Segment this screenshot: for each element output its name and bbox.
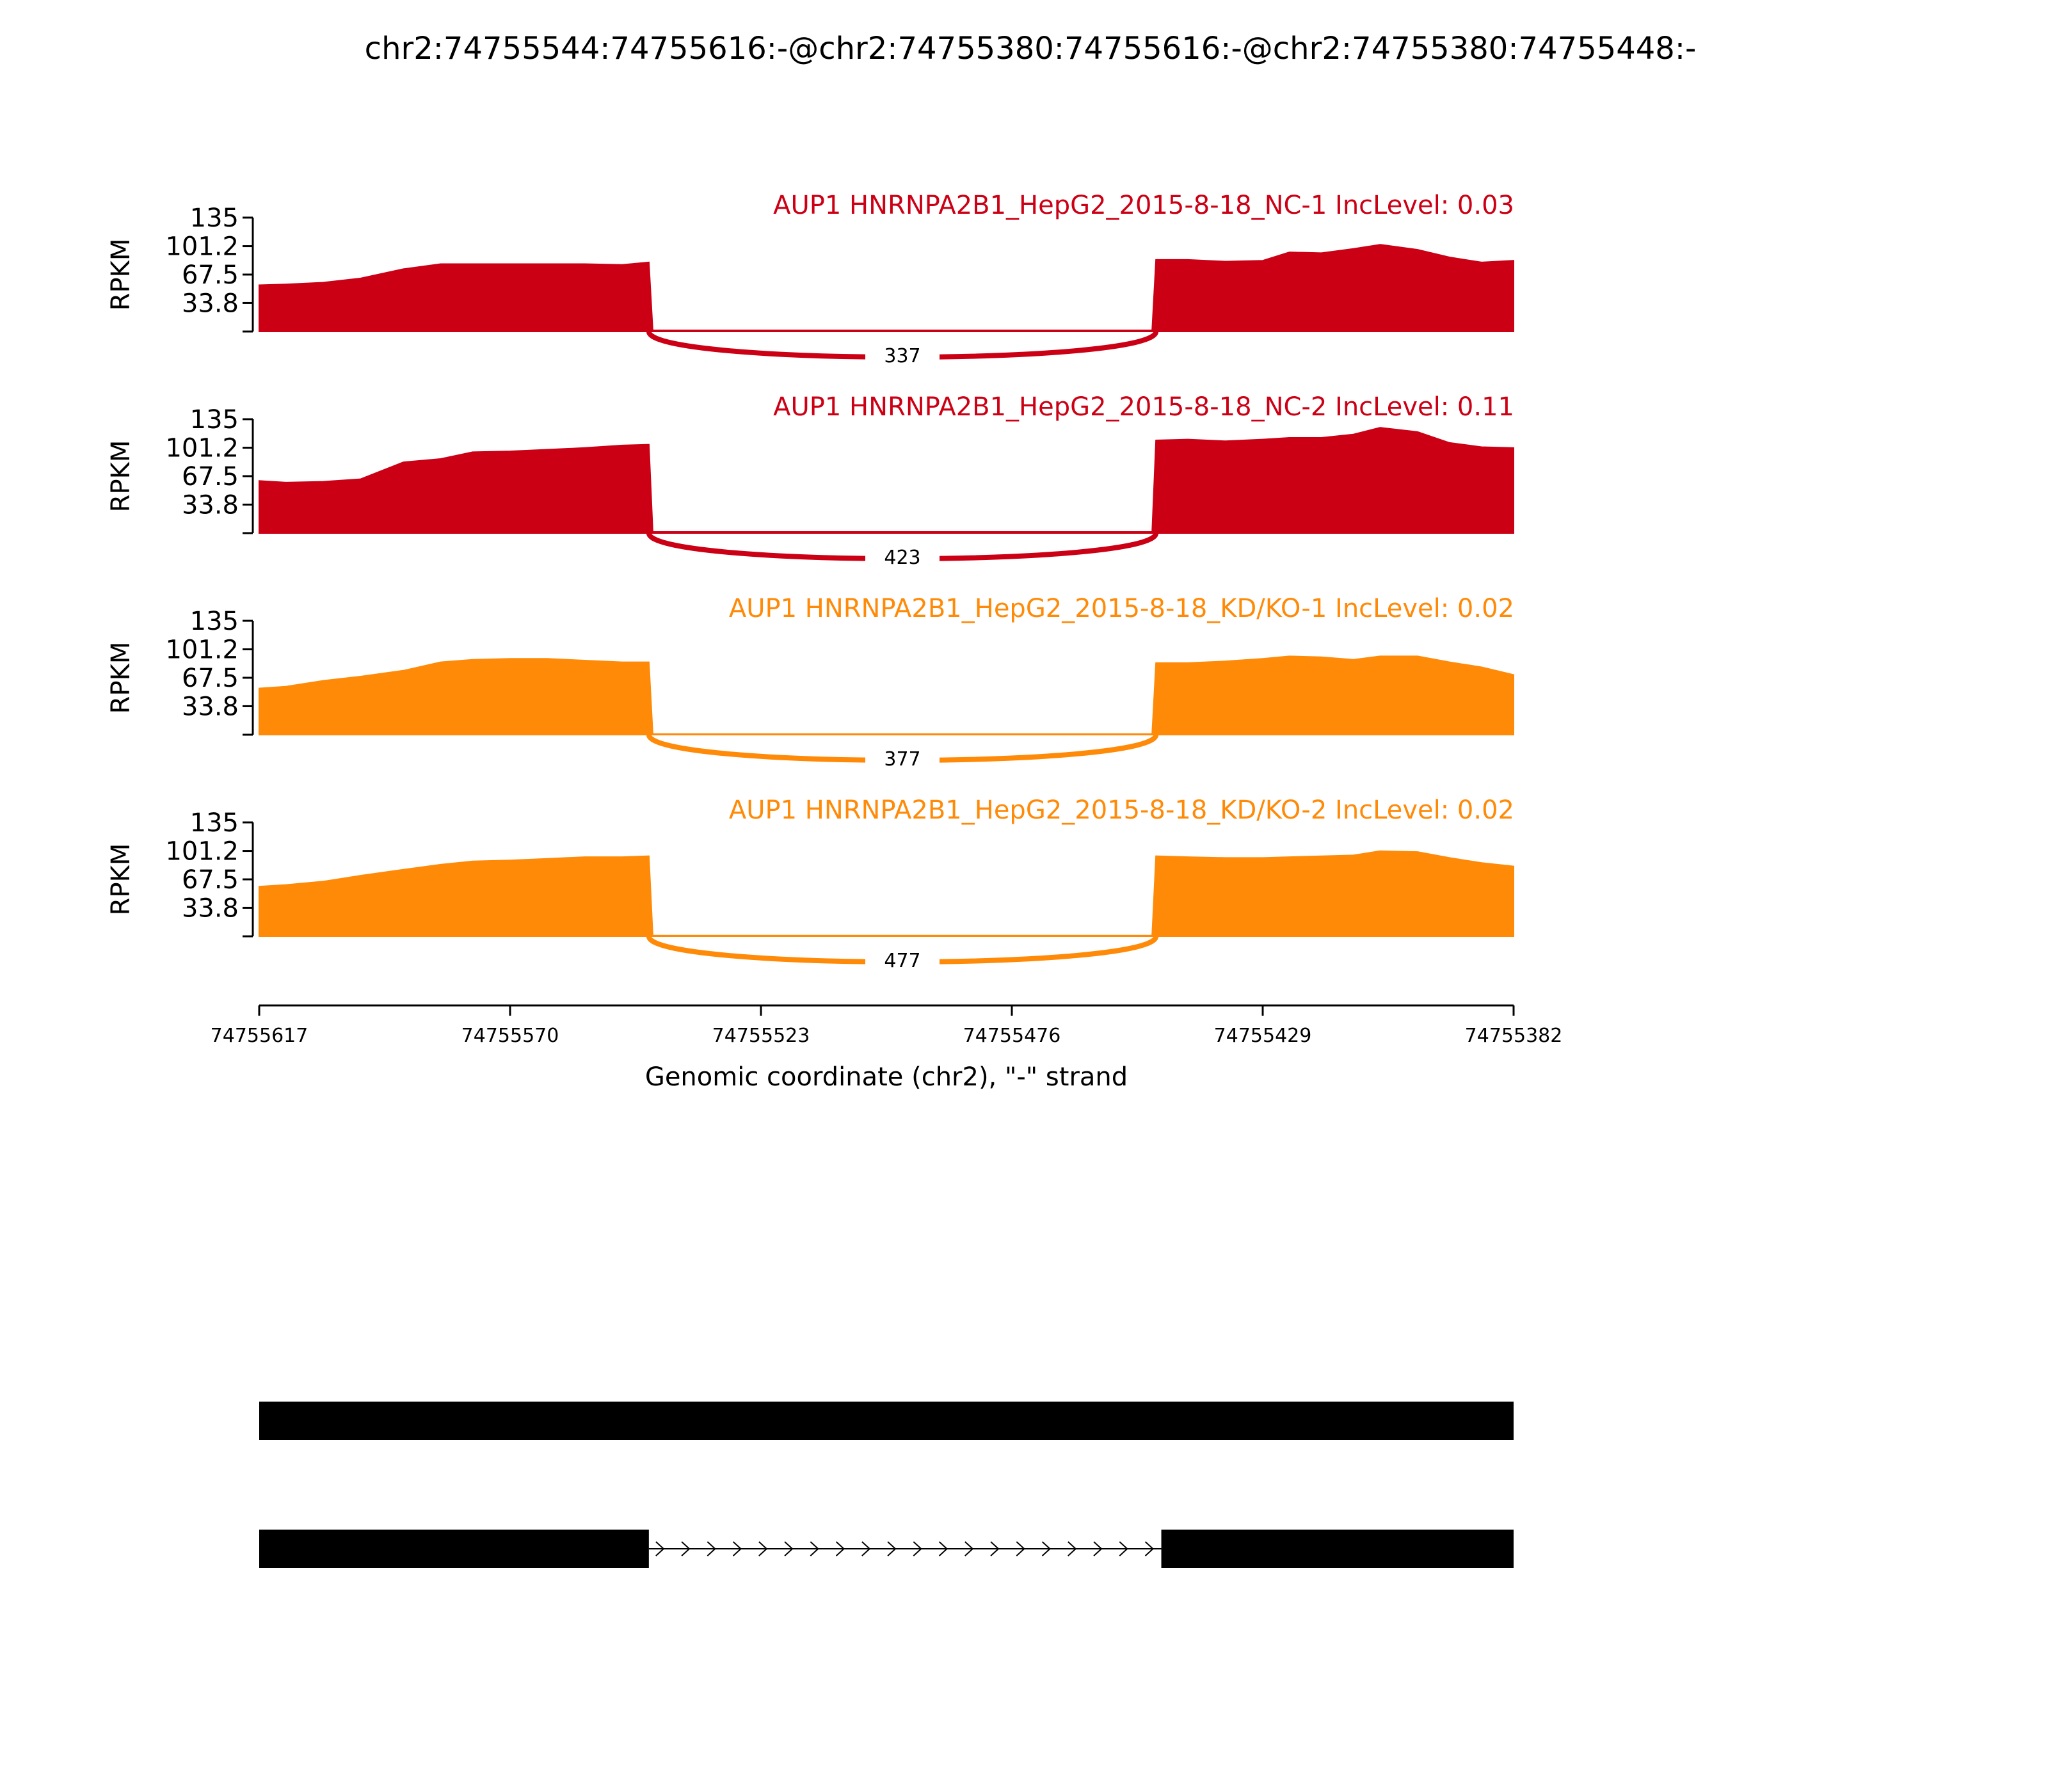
x-axis-label: Genomic coordinate (chr2), "-" strand <box>645 1062 1128 1092</box>
y-tick-label: 135 <box>190 607 239 636</box>
junction-count: 377 <box>884 748 920 771</box>
y-tick-label: 101.2 <box>165 636 239 665</box>
y-tick-label: 67.5 <box>182 462 239 492</box>
strand-arrow <box>861 1541 871 1556</box>
strand-arrow <box>1144 1541 1155 1556</box>
coverage-area <box>259 244 1514 332</box>
x-tick-label: 74755570 <box>461 1025 559 1047</box>
panel-title: AUP1 HNRNPA2B1_HepG2_2015-8-18_NC-1 IncL… <box>773 191 1514 220</box>
y-axis-label: RPKM <box>106 440 136 513</box>
junction-count: 423 <box>884 547 920 569</box>
y-tick-label: 67.5 <box>182 664 239 693</box>
junction-label-bg <box>865 340 940 369</box>
y-tick-label: 33.8 <box>182 289 239 318</box>
strand-arrow <box>1119 1541 1128 1556</box>
gene-model <box>259 1402 1514 1568</box>
y-tick-label: 33.8 <box>182 490 239 520</box>
y-tick-label: 135 <box>190 204 239 233</box>
exon-block <box>259 1530 649 1568</box>
strand-arrow <box>707 1541 716 1556</box>
junction-label-bg <box>865 744 940 772</box>
strand-arrow <box>732 1541 742 1556</box>
junction-label-bg <box>865 542 940 570</box>
exon-block <box>1161 1530 1514 1568</box>
y-tick-label: 33.8 <box>182 893 239 923</box>
y-tick-label: 135 <box>190 405 239 435</box>
y-tick-label: 101.2 <box>165 232 239 262</box>
figure-title: chr2:74755544:74755616:-@chr2:74755380:7… <box>365 31 1697 67</box>
y-tick-label: 135 <box>190 808 239 838</box>
x-tick-label: 74755523 <box>712 1025 810 1047</box>
y-tick-label: 33.8 <box>182 692 239 721</box>
strand-arrow <box>938 1541 948 1556</box>
strand-arrow <box>810 1541 819 1556</box>
strand-arrow <box>1093 1541 1103 1556</box>
x-tick-label: 74755476 <box>963 1025 1061 1047</box>
coverage-area <box>259 427 1514 534</box>
strand-arrow <box>681 1541 691 1556</box>
panel-title: AUP1 HNRNPA2B1_HepG2_2015-8-18_NC-2 IncL… <box>773 392 1514 422</box>
strand-arrow <box>1068 1541 1077 1556</box>
strand-arrow <box>835 1541 845 1556</box>
strand-arrow <box>1016 1541 1025 1556</box>
strand-arrow <box>1041 1541 1052 1556</box>
exon-block <box>259 1402 1514 1440</box>
isoform-inclusion <box>259 1402 1514 1440</box>
strand-arrow <box>784 1541 794 1556</box>
x-tick-label: 74755429 <box>1214 1025 1312 1047</box>
strand-arrow <box>758 1541 768 1556</box>
junction-count: 337 <box>884 345 920 367</box>
y-axis-label: RPKM <box>106 642 136 714</box>
coverage-area <box>259 850 1514 937</box>
x-tick-label: 74755382 <box>1465 1025 1563 1047</box>
y-tick-label: 67.5 <box>182 865 239 895</box>
strand-arrow <box>913 1541 922 1556</box>
y-axis-label: RPKM <box>106 844 136 916</box>
strand-arrow <box>655 1541 665 1556</box>
junction-count: 477 <box>884 950 920 972</box>
y-tick-label: 101.2 <box>165 434 239 463</box>
x-axis: 74755617 74755570 74755523 74755476 74755429… <box>211 1004 1563 1092</box>
strand-arrow <box>990 1541 1000 1556</box>
y-tick-label: 101.2 <box>165 837 239 867</box>
junction-label-bg <box>865 945 940 973</box>
isoform-exclusion <box>259 1530 1514 1568</box>
panel-title: AUP1 HNRNPA2B1_HepG2_2015-8-18_KD/KO-2 I… <box>729 796 1514 825</box>
coverage-area <box>259 655 1514 735</box>
x-tick-label: 74755617 <box>211 1025 308 1047</box>
y-tick-label: 67.5 <box>182 260 239 290</box>
strand-arrow <box>887 1541 897 1556</box>
y-axis-label: RPKM <box>106 239 136 311</box>
panel-title: AUP1 HNRNPA2B1_HepG2_2015-8-18_KD/KO-1 I… <box>729 594 1514 623</box>
strand-arrow <box>964 1541 974 1556</box>
